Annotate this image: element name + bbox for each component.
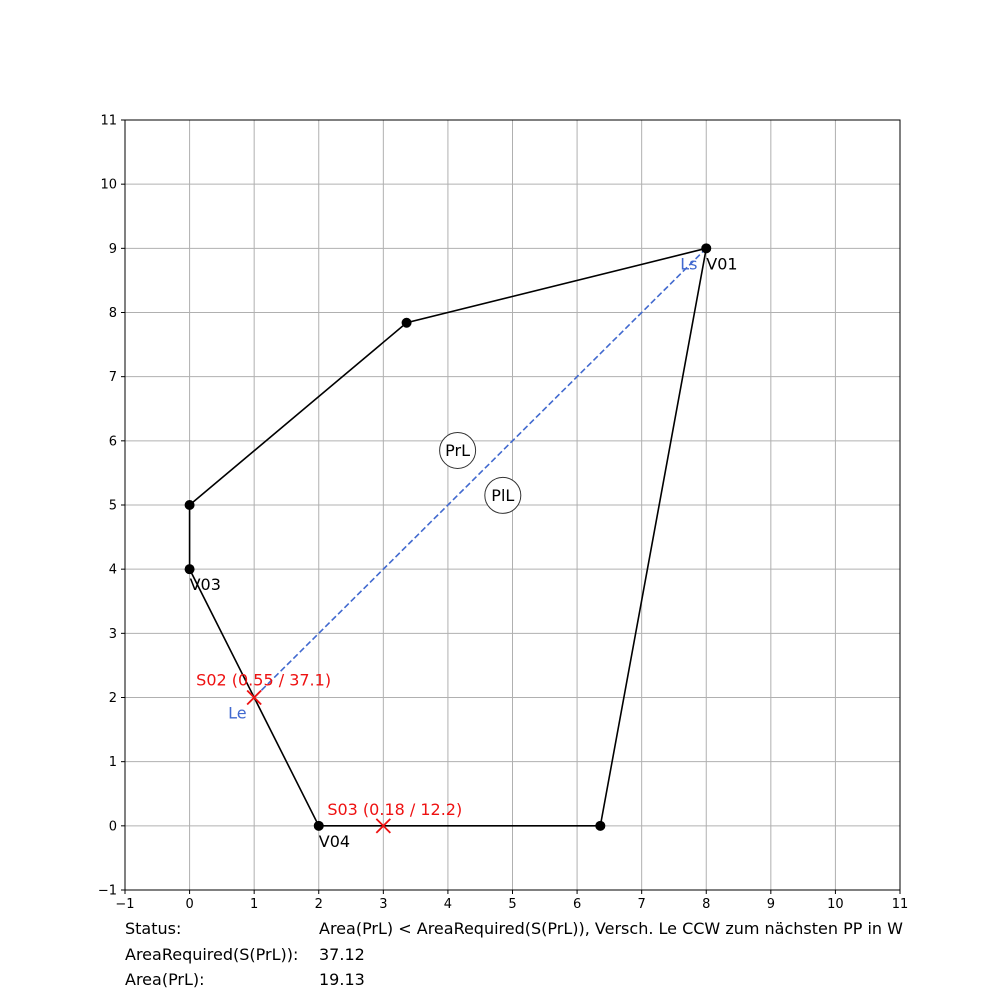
status-value: Area(PrL) < AreaRequired(S(PrL)), Versch… bbox=[319, 919, 903, 938]
area-required-key: AreaRequired(S(PrL)): bbox=[125, 945, 299, 964]
x-tick-label: 10 bbox=[827, 897, 844, 912]
split-point-label: S02 (0.55 / 37.1) bbox=[196, 671, 331, 690]
split-end-label: Le bbox=[228, 704, 246, 723]
split-point-label: S03 (0.18 / 12.2) bbox=[327, 800, 462, 819]
x-tick-label: 4 bbox=[444, 897, 452, 912]
vertex-marker bbox=[401, 317, 412, 328]
region-badge bbox=[439, 431, 477, 469]
y-tick-label: 7 bbox=[109, 370, 117, 385]
y-tick-label: 4 bbox=[109, 563, 117, 578]
y-tick-label: 8 bbox=[109, 306, 117, 321]
x-tick-label: 0 bbox=[185, 897, 193, 912]
axis-ticks: −1 0 1 2 3 4 5 6 7 8 9 10 11 −1 0 1 2 3 4 5 6 7 8 9 10 11 bbox=[98, 114, 908, 913]
split-point-stroke bbox=[246, 689, 262, 706]
x-tick-label: 7 bbox=[638, 897, 646, 912]
x-tick-label: 3 bbox=[379, 897, 387, 912]
split-point-marker bbox=[246, 689, 262, 706]
split-line bbox=[253, 247, 707, 699]
x-tick-label: 6 bbox=[573, 897, 581, 912]
y-tick-label: −1 bbox=[98, 884, 117, 899]
annotation-layer: V01 V03 V04 Ls Le S02 (0.55 / 37.1) S03 (0.18 … bbox=[190, 254, 738, 851]
vertex-label: V01 bbox=[706, 254, 737, 273]
region-label: PlL bbox=[491, 486, 514, 505]
vertex-marker bbox=[313, 820, 324, 831]
x-tick-label: 2 bbox=[315, 897, 323, 912]
region-label: PrL bbox=[445, 441, 470, 460]
status-key: Status: bbox=[125, 919, 182, 938]
x-tick-label: 1 bbox=[250, 897, 258, 912]
y-tick-label: 11 bbox=[100, 114, 117, 129]
vertex-marker bbox=[184, 564, 195, 575]
split-start-label: Ls bbox=[680, 254, 697, 273]
vertex-label: V03 bbox=[190, 575, 221, 594]
x-tick-label: 8 bbox=[702, 897, 710, 912]
y-tick-label: 0 bbox=[109, 819, 117, 834]
x-tick-label: 5 bbox=[508, 897, 516, 912]
y-tick-label: 5 bbox=[109, 499, 117, 514]
x-tick-label: 11 bbox=[892, 897, 909, 912]
region-badge bbox=[484, 476, 522, 514]
vertex-label: V04 bbox=[319, 832, 350, 851]
plot-frame bbox=[124, 119, 901, 891]
polygon-layer bbox=[184, 243, 712, 834]
area-value: 19.13 bbox=[319, 970, 365, 989]
y-tick-label: 3 bbox=[109, 627, 117, 642]
y-tick-label: 6 bbox=[109, 434, 117, 449]
vertex-marker bbox=[701, 243, 712, 254]
y-tick-label: 9 bbox=[109, 242, 117, 257]
y-tick-label: 10 bbox=[100, 178, 117, 193]
y-tick-label: 2 bbox=[109, 691, 117, 706]
area-key: Area(PrL): bbox=[125, 970, 205, 989]
vertex-marker bbox=[595, 820, 606, 831]
x-tick-label: −1 bbox=[115, 897, 134, 912]
area-required-value: 37.12 bbox=[319, 945, 365, 964]
split-point-marker bbox=[375, 818, 391, 834]
x-tick-label: 9 bbox=[767, 897, 775, 912]
y-tick-label: 1 bbox=[109, 755, 117, 770]
vertex-marker bbox=[184, 500, 195, 510]
split-point-stroke bbox=[375, 818, 391, 834]
